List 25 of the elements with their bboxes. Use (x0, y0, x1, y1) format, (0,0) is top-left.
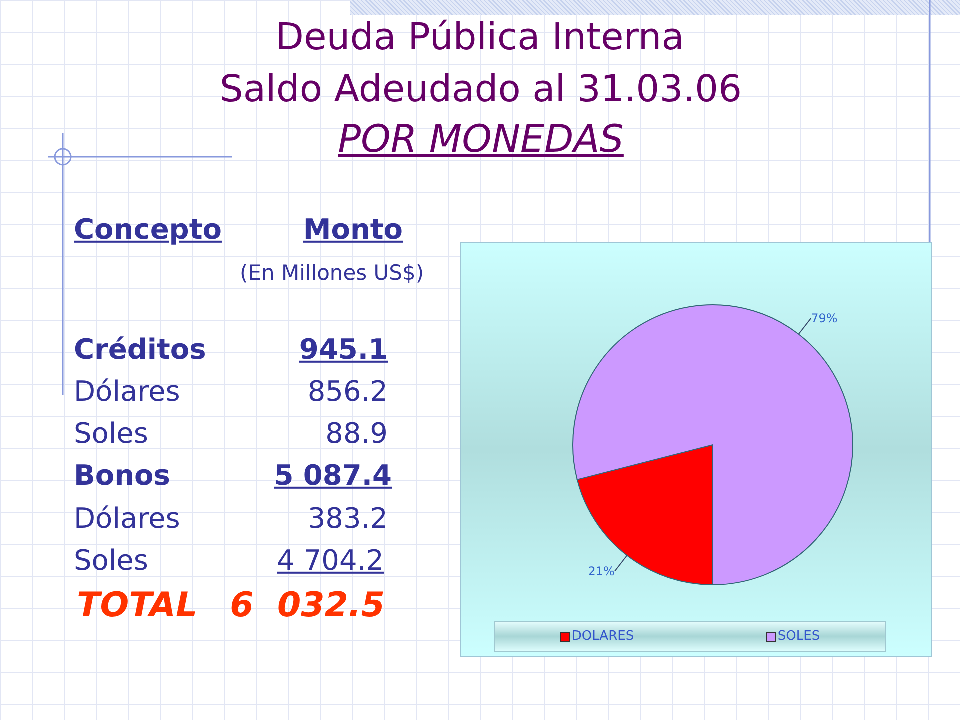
text: 88.9 (326, 416, 388, 450)
text: 5 087.4 (274, 458, 392, 492)
text: Deuda Pública Interna (276, 16, 684, 60)
text: 856.2 (308, 374, 388, 408)
data-label: 21% (588, 564, 615, 578)
text: (En Millones US$) (240, 260, 424, 286)
pie-slice (572, 304, 854, 586)
text: Soles (74, 416, 148, 450)
text: Soles (74, 544, 148, 578)
text: Dólares (74, 374, 180, 408)
text: TOTAL (77, 585, 198, 626)
text: 4 704.2 (277, 544, 384, 578)
legend-label: DOLARES (570, 629, 634, 644)
text: Saldo Adeudado al 31.03.06 (220, 68, 742, 112)
text: POR MONEDAS (338, 117, 624, 162)
text: 383.2 (308, 502, 388, 536)
text: Concepto (74, 212, 222, 246)
legend-label: SOLES (776, 629, 820, 644)
data-label: 79% (811, 312, 838, 326)
text: 945.1 (299, 332, 388, 366)
text: 6 032.5 (230, 585, 385, 626)
text: Bonos (74, 458, 170, 492)
text: Dólares (74, 502, 180, 536)
text: Créditos (74, 332, 206, 366)
text: Monto (303, 212, 403, 246)
